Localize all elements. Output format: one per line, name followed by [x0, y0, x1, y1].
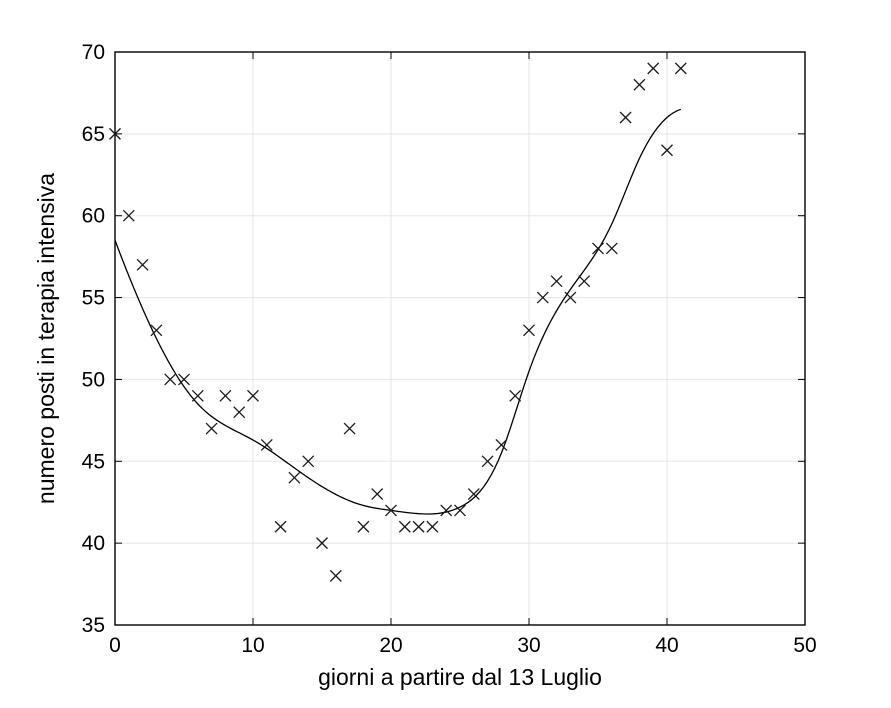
svg-text:35: 35: [82, 614, 105, 637]
svg-text:40: 40: [82, 532, 105, 555]
svg-text:20: 20: [379, 634, 402, 657]
svg-text:30: 30: [517, 634, 540, 657]
svg-text:0: 0: [109, 634, 121, 657]
svg-text:numero posti in terapia intens: numero posti in terapia intensiva: [33, 173, 59, 504]
svg-text:50: 50: [82, 368, 105, 391]
svg-text:giorni a partire dal 13 Luglio: giorni a partire dal 13 Luglio: [318, 664, 602, 690]
svg-text:60: 60: [82, 205, 105, 228]
svg-text:10: 10: [241, 634, 264, 657]
svg-text:40: 40: [655, 634, 678, 657]
svg-text:45: 45: [82, 450, 105, 473]
svg-text:55: 55: [82, 287, 105, 310]
svg-text:50: 50: [793, 634, 816, 657]
svg-text:70: 70: [82, 41, 105, 64]
svg-text:65: 65: [82, 123, 105, 146]
